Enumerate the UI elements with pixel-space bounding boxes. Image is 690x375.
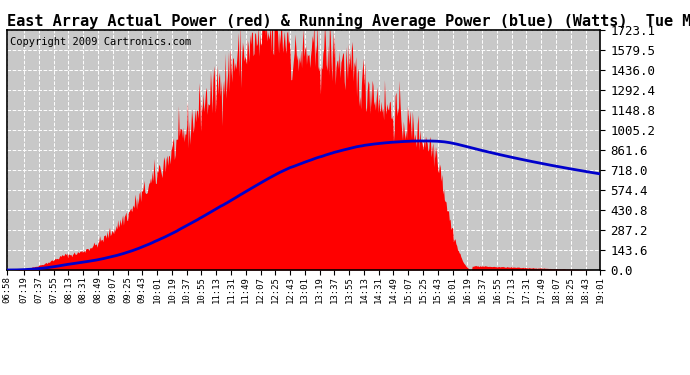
Text: East Array Actual Power (red) & Running Average Power (blue) (Watts)  Tue Mar 17: East Array Actual Power (red) & Running … <box>7 13 690 29</box>
Text: Copyright 2009 Cartronics.com: Copyright 2009 Cartronics.com <box>10 37 191 47</box>
